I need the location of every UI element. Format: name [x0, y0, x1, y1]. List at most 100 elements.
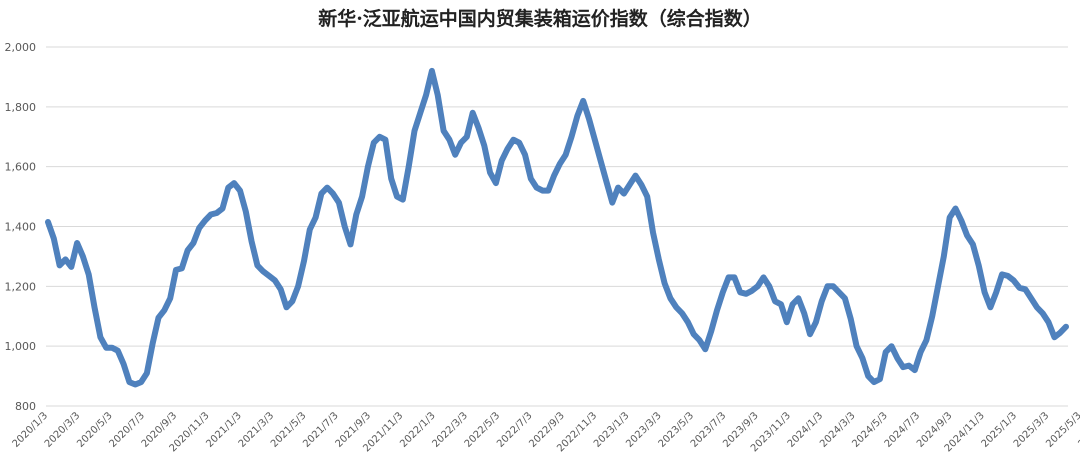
data-point: [821, 300, 823, 302]
data-point: [320, 193, 322, 195]
data-point: [943, 255, 945, 257]
data-point: [704, 348, 706, 350]
data-point: [396, 196, 398, 198]
data-point: [454, 154, 456, 156]
data-point: [245, 211, 247, 212]
data-point: [303, 260, 305, 262]
data-point: [53, 238, 55, 239]
data-point: [984, 291, 986, 293]
data-point: [227, 187, 229, 189]
series-layer: [45, 67, 1069, 388]
data-point: [204, 220, 206, 221]
data-point: [187, 249, 189, 251]
data-point: [1053, 336, 1055, 338]
data-point: [158, 317, 159, 319]
data-point: [949, 217, 951, 218]
data-point: [361, 196, 363, 198]
data-point: [908, 365, 910, 367]
data-point: [128, 381, 130, 383]
data-point: [251, 241, 253, 242]
data-point: [233, 182, 235, 184]
data-point: [792, 303, 794, 305]
data-point: [192, 242, 194, 244]
data-point: [675, 306, 677, 308]
data-point: [425, 94, 427, 96]
data-point: [297, 285, 299, 287]
data-point: [844, 297, 846, 299]
data-point: [571, 136, 572, 138]
data-point: [786, 321, 788, 323]
data-point: [1030, 297, 1032, 299]
series-line: [45, 67, 1069, 388]
data-point: [99, 336, 101, 338]
data-point: [978, 264, 980, 266]
data-point: [1013, 279, 1015, 281]
data-point: [448, 139, 450, 141]
data-point: [117, 350, 119, 352]
data-point: [1024, 288, 1026, 290]
data-point: [146, 372, 148, 374]
data-point: [850, 318, 852, 320]
data-point: [1036, 306, 1038, 308]
data-point: [891, 345, 892, 347]
data-point: [635, 175, 636, 177]
data-point: [640, 184, 642, 186]
data-point: [972, 243, 974, 245]
data-point: [326, 187, 328, 189]
data-point: [274, 279, 276, 281]
data-point: [512, 139, 514, 141]
y-tick-label: 1,400: [5, 221, 37, 234]
data-point: [815, 321, 817, 323]
data-point: [710, 330, 712, 332]
y-tick-label: 2,000: [5, 41, 37, 54]
data-point: [646, 196, 648, 198]
data-point: [210, 214, 212, 215]
chart-title: 新华·泛亚航运中国内贸集装箱运价指数（综合指数）: [318, 8, 762, 30]
data-point: [262, 270, 264, 272]
data-point: [920, 351, 922, 353]
data-point: [338, 202, 340, 204]
data-point: [629, 184, 631, 186]
data-point: [542, 190, 543, 192]
data-point: [600, 160, 602, 162]
data-point: [65, 258, 66, 260]
data-point: [105, 347, 107, 349]
data-point: [152, 342, 154, 344]
data-point: [966, 235, 968, 236]
data-point: [280, 288, 282, 290]
data-point: [82, 255, 84, 257]
data-point: [722, 291, 724, 293]
data-point: [175, 269, 177, 271]
data-point: [588, 118, 590, 120]
data-point: [373, 142, 375, 144]
data-point: [780, 303, 782, 305]
data-point: [960, 220, 962, 221]
data-point: [222, 208, 223, 209]
data-point: [134, 384, 136, 385]
data-point: [507, 148, 509, 150]
data-point: [867, 375, 869, 377]
data-point: [530, 178, 532, 180]
data-point: [914, 369, 916, 371]
data-point: [443, 130, 445, 132]
data-point: [181, 267, 183, 269]
data-point: [902, 366, 904, 368]
data-point: [757, 285, 759, 287]
y-axis-tick-labels: 800 1,000 1,200 1,400 1,600 1,800 2,000: [5, 41, 37, 413]
data-point: [838, 291, 840, 293]
data-point: [414, 130, 415, 132]
data-point: [955, 208, 956, 209]
data-point: [216, 212, 218, 214]
data-point: [332, 193, 334, 195]
data-point: [832, 285, 834, 287]
data-point: [402, 199, 404, 201]
data-point: [896, 357, 898, 359]
data-point: [309, 229, 311, 230]
y-tick-label: 1,000: [5, 340, 37, 353]
data-point: [797, 297, 799, 299]
data-point: [617, 187, 619, 189]
data-point: [733, 276, 735, 278]
data-point: [495, 182, 497, 184]
data-point: [524, 154, 526, 156]
data-point: [989, 306, 991, 308]
